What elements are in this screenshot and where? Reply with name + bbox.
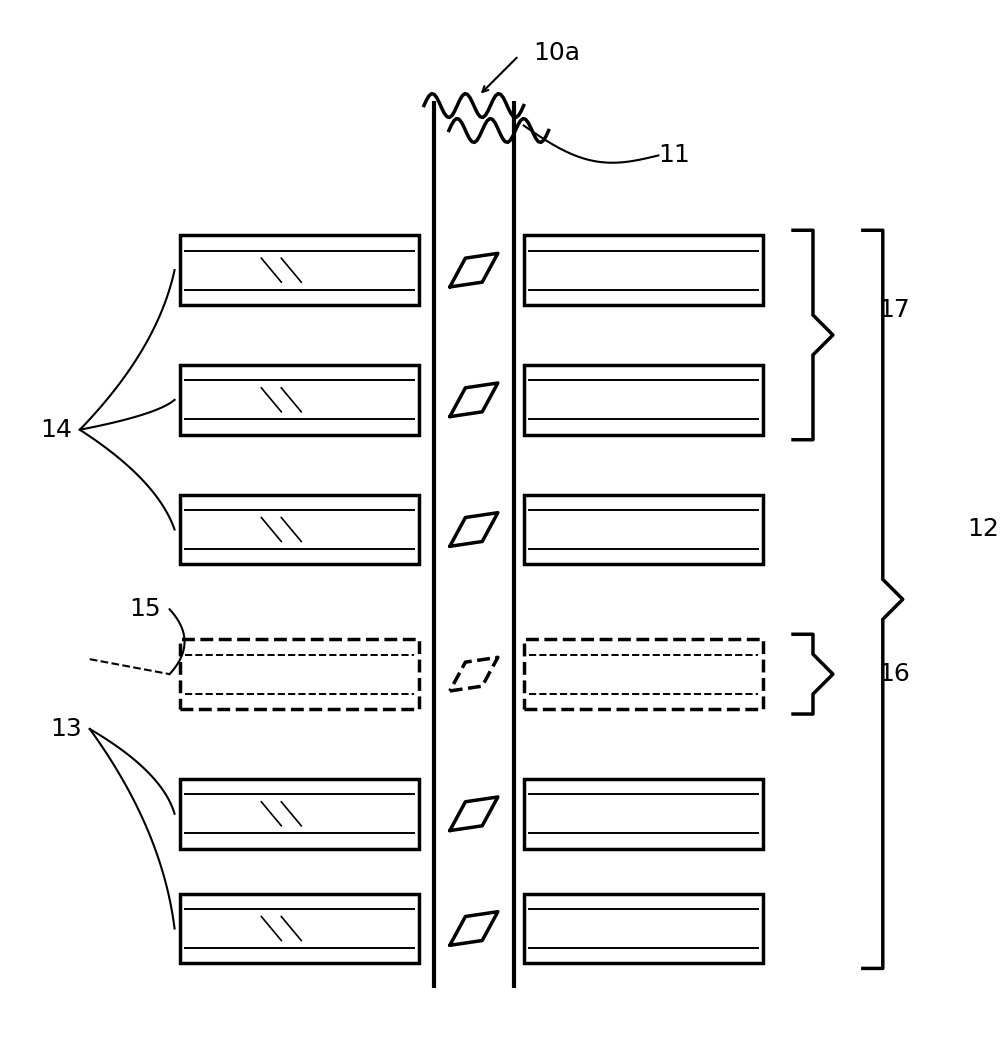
FancyBboxPatch shape [524,640,764,710]
FancyBboxPatch shape [524,778,764,848]
Text: 12: 12 [968,518,1000,541]
Text: 14: 14 [40,417,71,442]
Text: 10a: 10a [533,40,580,65]
FancyBboxPatch shape [179,495,418,564]
FancyBboxPatch shape [179,894,418,964]
FancyBboxPatch shape [524,365,764,435]
FancyBboxPatch shape [179,778,418,848]
FancyBboxPatch shape [179,640,418,710]
Text: 11: 11 [658,143,690,167]
FancyBboxPatch shape [524,235,764,305]
FancyBboxPatch shape [179,235,418,305]
Text: 13: 13 [50,717,81,741]
Text: 17: 17 [878,298,909,322]
FancyBboxPatch shape [524,894,764,964]
FancyBboxPatch shape [179,365,418,435]
Text: 16: 16 [878,662,909,686]
Text: 15: 15 [130,597,161,622]
FancyBboxPatch shape [524,495,764,564]
